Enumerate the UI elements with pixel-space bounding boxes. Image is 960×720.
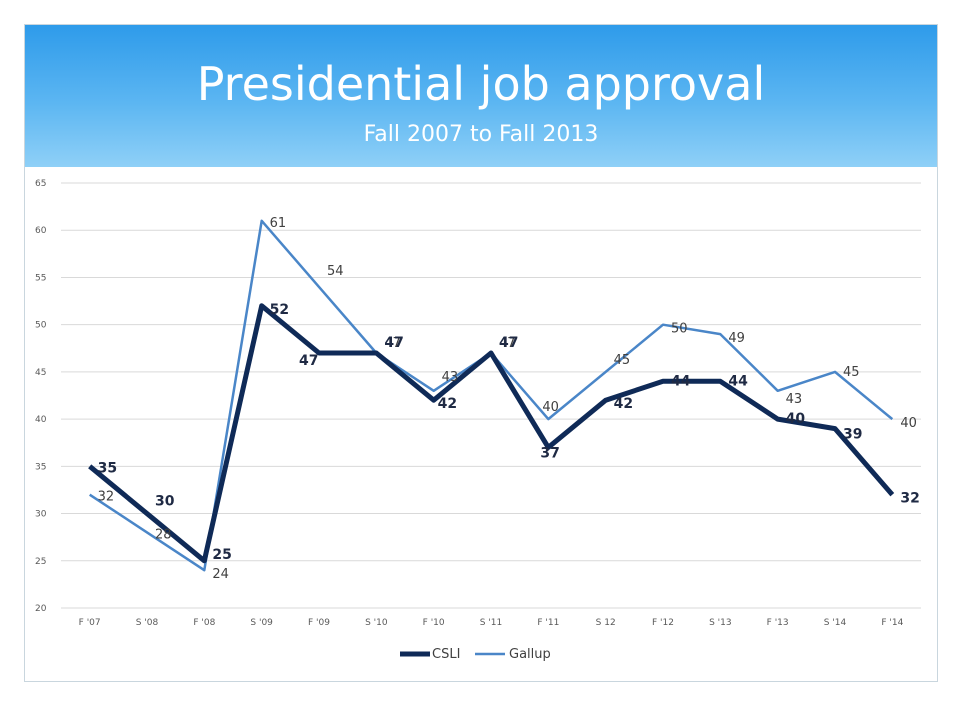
data-label-csli: 40 xyxy=(786,411,806,427)
title-banner: Presidential job approval Fall 2007 to F… xyxy=(25,25,937,167)
data-label-gallup: 54 xyxy=(327,264,344,279)
x-tick-label: S '08 xyxy=(136,618,159,628)
data-label-csli: 44 xyxy=(671,373,691,389)
line-chart: 20 25 30 35 40 45 50 55 60 65 F '07 S '08 F '08 S '09… xyxy=(35,179,921,662)
data-label-gallup: 43 xyxy=(786,392,803,407)
y-tick-label: 30 xyxy=(35,510,47,520)
data-label-csli: 35 xyxy=(98,460,117,476)
data-label-csli: 52 xyxy=(270,302,289,318)
x-tick-label: F '08 xyxy=(193,618,215,628)
y-tick-label: 60 xyxy=(35,226,47,236)
slide-subtitle: Fall 2007 to Fall 2013 xyxy=(363,122,599,147)
data-label-gallup: 40 xyxy=(542,400,559,415)
data-label-gallup: 43 xyxy=(442,370,459,385)
data-label-gallup: 47 xyxy=(499,336,516,351)
data-label-gallup: 24 xyxy=(212,567,229,582)
x-tick-label: S '11 xyxy=(480,618,503,628)
x-tick-label: S '13 xyxy=(709,618,732,628)
data-label-gallup: 32 xyxy=(98,490,115,505)
data-label-gallup: 45 xyxy=(843,365,860,380)
data-label-csli: 44 xyxy=(728,373,748,389)
x-tick-label: F '11 xyxy=(537,618,559,628)
data-label-csli: 30 xyxy=(155,494,175,510)
y-tick-label: 50 xyxy=(35,321,47,331)
data-label-csli: 42 xyxy=(614,396,633,412)
x-tick-label: F '12 xyxy=(652,618,674,628)
slide-frame: Presidential job approval Fall 2007 to F… xyxy=(24,24,938,682)
x-tick-label: F '10 xyxy=(423,618,445,628)
data-label-gallup: 47 xyxy=(384,336,401,351)
x-tick-label: S '09 xyxy=(250,618,273,628)
x-tick-label: F '07 xyxy=(79,618,101,628)
data-label-gallup: 49 xyxy=(728,331,745,346)
y-tick-label: 45 xyxy=(35,368,46,378)
y-tick-label: 40 xyxy=(35,415,47,425)
data-label-csli: 37 xyxy=(540,445,559,461)
data-label-gallup: 50 xyxy=(671,322,688,337)
legend-label-csli: CSLI xyxy=(432,647,460,662)
data-label-gallup: 28 xyxy=(155,527,172,542)
x-tick-label: S '14 xyxy=(824,618,847,628)
data-label-gallup: 45 xyxy=(614,353,631,368)
slide-title: Presidential job approval xyxy=(196,57,766,111)
data-label-gallup: 61 xyxy=(270,216,287,231)
y-tick-label: 55 xyxy=(35,273,46,283)
y-tick-label: 20 xyxy=(35,604,47,614)
data-label-gallup: 40 xyxy=(900,416,917,431)
y-tick-label: 65 xyxy=(35,179,46,189)
series-line-csli xyxy=(88,303,895,564)
data-label-csli: 39 xyxy=(843,427,862,443)
x-tick-label: S 12 xyxy=(596,618,616,628)
legend-label-gallup: Gallup xyxy=(509,647,551,662)
data-label-csli: 42 xyxy=(438,396,457,412)
data-label-csli: 47 xyxy=(384,335,403,351)
y-tick-label: 35 xyxy=(35,462,46,472)
data-label-csli: 47 xyxy=(299,353,318,369)
data-label-csli: 47 xyxy=(499,335,518,351)
data-label-csli: 32 xyxy=(900,491,919,507)
x-tick-label: F '14 xyxy=(881,618,903,628)
x-tick-label: S '10 xyxy=(365,618,388,628)
x-tick-label: F '13 xyxy=(767,618,789,628)
data-label-csli: 25 xyxy=(212,547,231,563)
y-tick-label: 25 xyxy=(35,557,46,567)
series-line-gallup xyxy=(89,219,894,572)
x-tick-label: F '09 xyxy=(308,618,330,628)
